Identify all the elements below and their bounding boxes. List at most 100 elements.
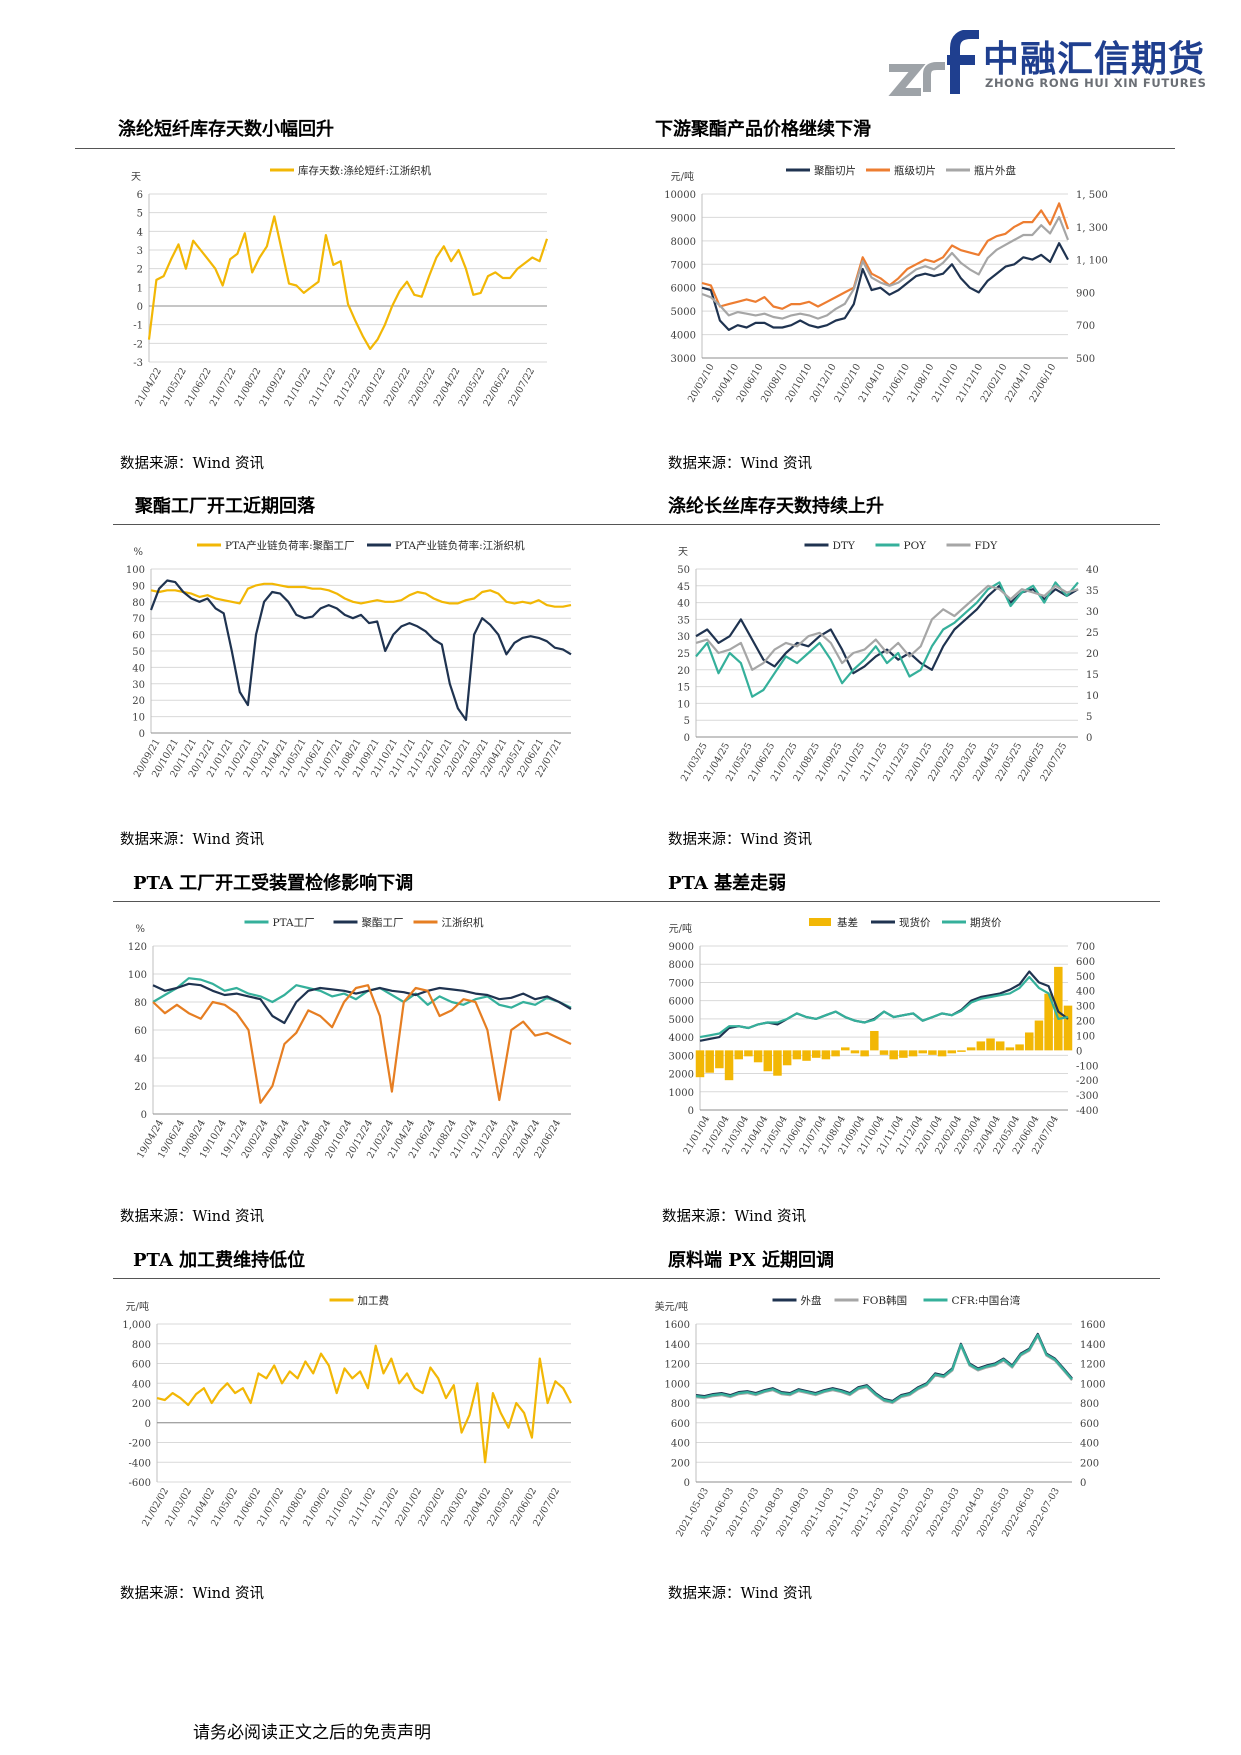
legend-label: FOB韩国 xyxy=(863,1294,908,1307)
y2-tick-label: 600 xyxy=(1076,957,1095,968)
y-tick-label: 120 xyxy=(128,942,147,953)
chart-7-panel: 1,000 800 600 400 200 0 -200 -400 -600 元/吨 21/02/0… xyxy=(113,1290,593,1580)
y-tick-label: 800 xyxy=(132,1340,151,1351)
chart-5-panel: 120 100 80 60 40 20 0% 19/04/24 19/06/24 19/08/24… xyxy=(113,912,593,1202)
y-tick-label: 30 xyxy=(132,680,145,691)
y-tick-label: 40 xyxy=(134,1054,147,1065)
y-tick-label: 10 xyxy=(132,713,145,724)
y-tick-label: -3 xyxy=(133,358,143,369)
chart-3-source: 数据来源：Wind 资讯 xyxy=(120,832,265,848)
chart-6-svg: 9000800070006000500040003000200010000700… xyxy=(669,916,1099,1156)
bar-mark xyxy=(821,1050,831,1060)
chart-2-source: 数据来源：Wind 资讯 xyxy=(668,456,813,472)
y-tick-label: 1000 xyxy=(665,1379,690,1390)
y2-tick-label: -300 xyxy=(1076,1091,1098,1102)
y-tick-label: 20 xyxy=(132,696,145,707)
chart-7-source: 数据来源：Wind 资讯 xyxy=(120,1586,265,1602)
bar-mark xyxy=(947,1050,957,1054)
y-tick-label: 1200 xyxy=(665,1360,690,1371)
y-tick-label: -200 xyxy=(129,1439,151,1450)
bar-mark xyxy=(850,1050,860,1054)
y-tick-label: 5 xyxy=(684,716,690,727)
chart-6-source: 数据来源：Wind 资讯 xyxy=(662,1209,807,1225)
y-tick-label: 60 xyxy=(134,1026,147,1037)
y-unit-label: 美元/吨 xyxy=(655,1300,688,1313)
chart-3-svg: 1009080706050403020100%20/09/2120/10/212… xyxy=(126,539,572,779)
legend-label: PTA产业链负荷率:聚酯工厂 xyxy=(225,539,355,552)
y2-tick-label: 5 xyxy=(1086,712,1092,723)
chart-4-svg: 504540353025201510504035302520151050天21/… xyxy=(677,540,1099,783)
bar-mark xyxy=(782,1050,792,1066)
y-tick-label: 1 xyxy=(137,283,143,294)
y-tick-label: -2 xyxy=(133,339,143,350)
y-unit-label: 元/吨 xyxy=(671,170,694,183)
legend-label: FDY xyxy=(975,540,999,552)
bar-mark xyxy=(724,1050,734,1081)
y2-tick-label: 700 xyxy=(1076,942,1095,953)
y-tick-label: 400 xyxy=(132,1379,151,1390)
chart-8-panel: 1600 1400 1200 1000 800 600 400 200 0 1600 1400 120… xyxy=(650,1290,1130,1580)
y-tick-label: 5000 xyxy=(669,1015,694,1026)
y-tick-label: 25 xyxy=(677,649,690,660)
y-tick-label: 20 xyxy=(134,1082,147,1093)
bar-mark xyxy=(734,1050,743,1060)
y-tick-label: 4 xyxy=(137,227,143,238)
bar-mark xyxy=(841,1047,850,1051)
y-tick-label: 4000 xyxy=(669,1033,694,1044)
y2-tick-label: 0 xyxy=(1080,1478,1086,1489)
y-tick-label: 100 xyxy=(126,565,145,576)
y2-tick-label: 35 xyxy=(1086,586,1099,597)
y2-tick-label: 40 xyxy=(1086,565,1099,576)
y-tick-label: 70 xyxy=(132,614,145,625)
y-tick-label: 80 xyxy=(132,598,145,609)
y-tick-label: 0 xyxy=(688,1106,694,1117)
y-tick-label: 0 xyxy=(684,733,690,744)
y-tick-label: -600 xyxy=(129,1478,151,1489)
y-tick-label: 600 xyxy=(132,1360,151,1371)
bar-mark xyxy=(773,1050,782,1076)
y-unit-label: % xyxy=(135,924,145,935)
bar-mark xyxy=(860,1050,869,1057)
y-tick-label: 3000 xyxy=(669,1051,694,1062)
y-tick-label: 60 xyxy=(132,631,145,642)
bar-mark xyxy=(1044,993,1053,1051)
chart-7-svg: 1,0008006004002000-200-400-600元/吨21/02/0… xyxy=(122,1294,572,1528)
y-tick-label: 30 xyxy=(677,632,690,643)
chart-8-heading: 原料端 PX 近期回调 xyxy=(668,1250,835,1271)
brand-mark-icon xyxy=(888,30,979,96)
y-tick-label: 1600 xyxy=(665,1320,690,1331)
y-tick-label: 0 xyxy=(684,1478,690,1489)
bar-mark xyxy=(879,1050,889,1055)
y2-tick-label: 500 xyxy=(1076,972,1095,983)
y-tick-label: 1000 xyxy=(669,1088,694,1099)
y-tick-label: 0 xyxy=(139,729,145,740)
legend-label: 江浙织机 xyxy=(442,916,484,929)
legend-label: PTA产业链负荷率:江浙织机 xyxy=(395,539,525,552)
y-unit-label: 天 xyxy=(678,547,688,558)
chart-2-heading: 下游聚酯产品价格继续下滑 xyxy=(655,119,871,140)
y-tick-label: 7000 xyxy=(669,978,694,989)
y2-tick-label: 1, 100 xyxy=(1076,256,1108,267)
y-tick-label: 4000 xyxy=(671,331,696,342)
chart-8-svg: 1600 1400 1200 1000 800 600 400 200 0 1600 1400 120… xyxy=(655,1294,1106,1539)
brand-logo: 中融汇信期货 ZHONG RONG HUI XIN FUTURES xyxy=(885,28,1206,98)
y-tick-label: 400 xyxy=(671,1439,690,1450)
y-tick-label: 5000 xyxy=(671,307,696,318)
y2-tick-label: -400 xyxy=(1076,1106,1098,1117)
series-line xyxy=(152,977,572,1009)
y2-tick-label: 0 xyxy=(1076,1046,1082,1057)
series-line xyxy=(699,970,1069,1042)
bar-mark xyxy=(811,1050,821,1058)
series-line xyxy=(701,202,1070,310)
y2-tick-label: 400 xyxy=(1080,1439,1099,1450)
y2-tick-label: 0 xyxy=(1086,733,1092,744)
legend-label: DTY xyxy=(833,540,856,552)
row-2-divider xyxy=(113,524,1160,525)
y-tick-label: 35 xyxy=(677,615,690,626)
y2-tick-label: 10 xyxy=(1086,691,1099,702)
y-tick-label: 200 xyxy=(132,1399,151,1410)
legend-label: CFR:中国台湾 xyxy=(952,1294,1021,1307)
y-tick-label: 6 xyxy=(137,190,143,201)
y2-tick-label: -100 xyxy=(1076,1061,1098,1072)
series-line xyxy=(695,584,1079,675)
